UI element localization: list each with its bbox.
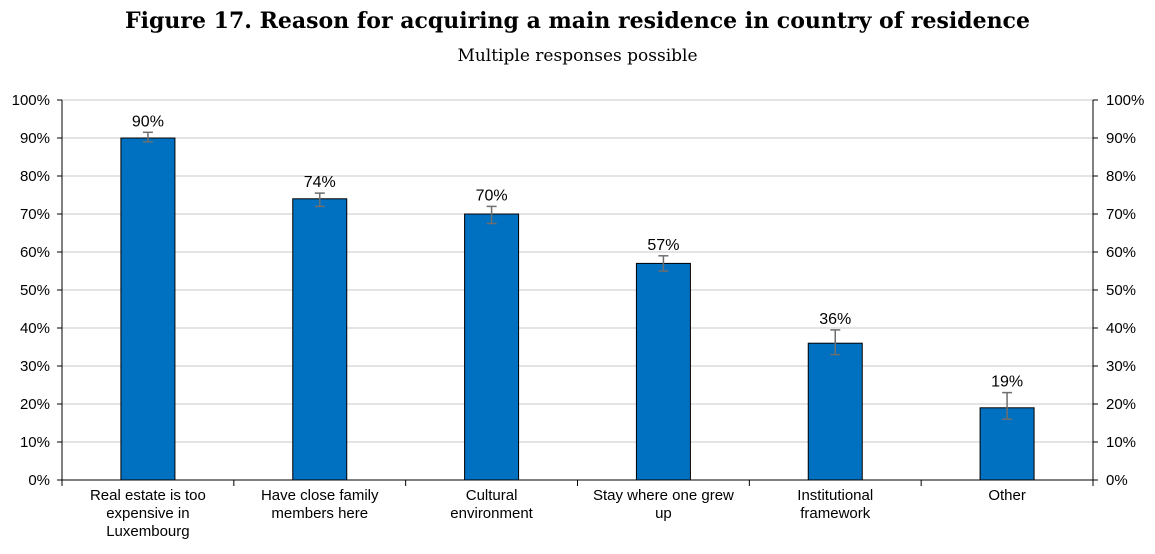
chart-subtitle: Multiple responses possible — [457, 46, 698, 66]
category-label-line: environment — [450, 505, 533, 522]
y-tick-label-left: 30% — [20, 358, 50, 375]
y-tick-label-left: 90% — [20, 130, 50, 147]
y-tick-label-right: 30% — [1106, 358, 1136, 375]
y-tick-label-right: 50% — [1106, 282, 1136, 299]
data-labels: 90% 74% 70% 57% 36% 19% — [132, 113, 1023, 390]
y-tick-label-right: 20% — [1106, 396, 1136, 413]
category-label: Institutional framework — [797, 487, 873, 522]
category-label-line: Other — [988, 487, 1026, 504]
data-label: 90% — [132, 113, 164, 130]
category-label-line: framework — [800, 505, 871, 522]
chart-title: Figure 17. Reason for acquiring a main r… — [125, 8, 1030, 34]
data-label: 36% — [819, 311, 851, 328]
axes — [57, 99, 1098, 486]
category-label: Other — [988, 487, 1026, 504]
category-label-line: Luxembourg — [106, 523, 189, 540]
y-tick-label-right: 90% — [1106, 130, 1136, 147]
data-label: 19% — [991, 374, 1023, 391]
y-tick-label-left: 20% — [20, 396, 50, 413]
error-bars — [142, 131, 1013, 420]
bar — [120, 137, 176, 481]
category-label-line: expensive in — [106, 505, 189, 522]
y-axis-right-ticks: 0% 10% 20% 30% 40% 50% 60% 70% 80% 90% 100% — [1106, 92, 1144, 489]
bar — [464, 213, 520, 481]
category-label-line: members here — [271, 505, 368, 522]
bar — [635, 262, 691, 481]
category-label: Stay where one grew up — [593, 487, 734, 522]
category-labels: Real estate is too expensive in Luxembourg… — [90, 487, 1026, 540]
y-tick-label-right: 0% — [1106, 472, 1128, 489]
data-label: 57% — [647, 237, 679, 254]
y-tick-label-left: 60% — [20, 244, 50, 261]
y-tick-label-left: 10% — [20, 434, 50, 451]
data-label: 74% — [304, 174, 336, 191]
y-tick-label-right: 70% — [1106, 206, 1136, 223]
y-tick-label-right: 10% — [1106, 434, 1136, 451]
y-tick-label-right: 100% — [1106, 92, 1144, 109]
y-tick-label-left: 40% — [20, 320, 50, 337]
category-label-line: Cultural — [466, 487, 518, 504]
y-tick-label-right: 60% — [1106, 244, 1136, 261]
y-tick-label-left: 0% — [28, 472, 50, 489]
category-label: Cultural environment — [450, 487, 533, 522]
gridlines — [62, 99, 1093, 443]
y-axis-left-ticks: 0% 10% 20% 30% 40% 50% 60% 70% 80% 90% 100% — [12, 92, 50, 489]
y-tick-label-right: 40% — [1106, 320, 1136, 337]
category-label-line: Institutional — [797, 487, 873, 504]
bar — [292, 198, 348, 481]
y-tick-label-left: 70% — [20, 206, 50, 223]
y-tick-label-right: 80% — [1106, 168, 1136, 185]
category-label-line: Real estate is too — [90, 487, 206, 504]
bar — [807, 342, 863, 481]
category-label: Real estate is too expensive in Luxembourg — [90, 487, 206, 540]
category-label: Have close family members here — [261, 487, 379, 522]
y-tick-label-left: 100% — [12, 92, 50, 109]
category-label-line: up — [655, 505, 672, 522]
bars — [120, 137, 1035, 481]
data-label: 70% — [476, 187, 508, 204]
y-tick-label-left: 50% — [20, 282, 50, 299]
category-label-line: Stay where one grew — [593, 487, 734, 504]
category-label-line: Have close family — [261, 487, 379, 504]
y-tick-label-left: 80% — [20, 168, 50, 185]
